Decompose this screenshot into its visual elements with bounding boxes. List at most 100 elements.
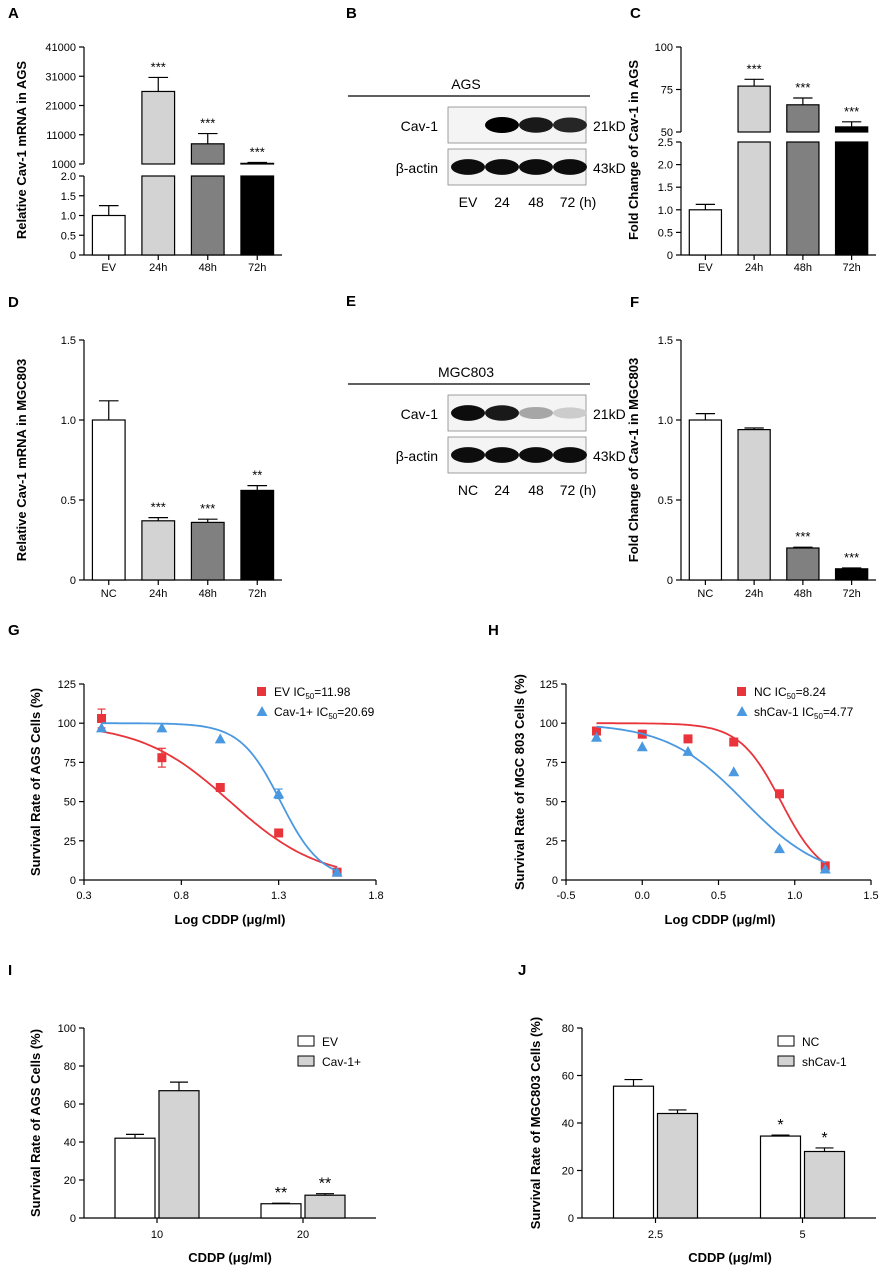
I-bar-Cav-1+-10 [158,1090,200,1219]
D-sig-72h: ** [252,468,262,483]
I-legend-EV: EV [322,1035,338,1049]
I-y-tick-label: 100 [58,1023,76,1035]
D-y-tick-label: 0.5 [61,495,76,507]
D-sig-24h: *** [151,500,166,515]
F-y-tick-label: 1.5 [658,335,673,347]
J-y-tick-label: 0 [568,1213,574,1225]
C-high-y-tick-label: 75 [661,85,673,97]
G-legend-EV: EV IC50=11.98 [274,685,351,701]
B-band-Cav-1 [485,117,519,133]
F-sig-48h: *** [795,529,810,544]
G-point-Cav-1+ [331,866,343,877]
H-point-NC [683,734,693,744]
A-high-y-tick-label: 31000 [45,71,76,83]
J-y-label: Survival Rate of MGC803 Cells (%) [528,1017,543,1229]
H-x-tick-label: -0.5 [557,890,576,902]
G-x-tick-label: 1.8 [368,890,383,902]
J-y-tick-label: 80 [562,1023,574,1035]
G-y-tick-label: 125 [58,679,76,691]
E-lane-label: NC [458,482,478,498]
H-y-tick-label: 75 [546,757,558,769]
C-bar-72h-high [834,126,869,133]
I-y-tick-label: 60 [64,1099,76,1111]
G-point-EV [157,753,167,763]
H-x-tick-label: 1.5 [863,890,878,902]
E-kd-β-actin: 43kD [593,448,626,464]
E-band-Cav-1 [519,406,553,420]
B-band-Cav-1 [553,117,587,133]
G-y-tick-label: 0 [70,875,76,887]
B-lane-label: EV [459,194,478,210]
H-y-tick-label: 100 [540,718,558,730]
A-sig-72h: *** [250,144,265,159]
A-bar-72h-low [240,175,275,256]
D-y-tick-label: 0 [70,575,76,587]
G-y-tick-label: 50 [64,797,76,809]
J-sig-shCav-1-5: * [821,1130,827,1147]
D-bar-48h [190,521,225,581]
H-point-shCav-1 [774,843,785,854]
F-y-label: Fold Change of Cav-1 in MGC803 [626,358,641,562]
G-point-Cav-1+ [214,733,226,744]
H-x-tick-label: 0.5 [711,890,726,902]
J-bar-shCav-1-5 [803,1150,846,1219]
B-kd-β-actin: 43kD [593,160,626,176]
B-lane-label: 72 (h) [560,194,597,210]
I-y-tick-label: 80 [64,1061,76,1073]
F-x-tick-label: 24h [745,588,763,600]
C-high-y-tick-label: 100 [655,42,673,54]
F-x-tick-label: 72h [842,588,860,600]
B-band-β-actin [519,159,553,175]
A-x-tick-label: 24h [149,262,167,274]
C-x-tick-label: 48h [794,262,812,274]
E-blot-title: MGC803 [438,364,494,380]
B-blot-title: AGS [451,76,481,92]
I-y-label: Survival Rate of AGS Cells (%) [28,1029,43,1217]
panel-label-C: C [630,5,641,22]
E-band-Cav-1 [485,405,519,421]
I-x-label: CDDP (μg/ml) [188,1250,272,1265]
C-low-y-tick-label: 0.5 [658,227,673,239]
B-band-β-actin [553,159,587,175]
D-y-tick-label: 1.0 [61,415,76,427]
H-legend-shCav-1: shCav-1 IC50=4.77 [754,705,854,721]
A-y-label: Relative Cav-1 mRNA in AGS [14,61,29,240]
I-x-tick-label: 20 [297,1229,309,1241]
C-x-tick-label: EV [698,262,713,274]
G-point-Cav-1+ [156,722,168,733]
D-bar-NC [91,419,126,581]
E-row-label-β-actin: β-actin [396,448,438,464]
F-sig-72h: *** [844,550,859,565]
G-fit-curve-EV [101,730,338,868]
H-y-tick-label: 125 [540,679,558,691]
B-kd-Cav-1: 21kD [593,118,626,134]
panel-label-B: B [346,5,357,22]
H-x-tick-label: 1.0 [787,890,802,902]
panel-label-I: I [8,962,12,979]
F-y-tick-label: 1.0 [658,415,673,427]
H-fit-curve-NC [596,722,826,865]
A-bar-24h-high [141,90,176,165]
G-fit-curve-Cav-1+ [101,722,338,872]
G-legend-Cav-1+: Cav-1+ IC50=20.69 [274,705,375,721]
C-bar-48h-high [786,104,820,133]
E-lane-label: 72 (h) [560,482,597,498]
panel-label-H: H [488,622,499,639]
A-bar-48h-high [190,143,225,165]
G-point-Cav-1+ [96,722,108,733]
H-y-label: Survival Rate of MGC 803 Cells (%) [512,674,527,890]
D-x-tick-label: 48h [199,588,217,600]
E-band-β-actin [485,447,519,463]
D-y-tick-label: 1.5 [61,335,76,347]
E-lane-label: 24 [494,482,510,498]
D-y-label: Relative Cav-1 mRNA in MGC803 [14,359,29,562]
G-y-tick-label: 75 [64,757,76,769]
A-sig-48h: *** [200,116,215,131]
H-legend-NC: NC IC50=8.24 [754,685,826,701]
G-y-label: Survival Rate of AGS Cells (%) [28,688,43,876]
I-legend-swatch-Cav-1+ [297,1055,315,1067]
C-sig-48h: *** [795,80,810,95]
J-y-tick-label: 60 [562,1071,574,1083]
I-sig-EV-20: ** [275,1185,287,1202]
I-y-tick-label: 0 [70,1213,76,1225]
